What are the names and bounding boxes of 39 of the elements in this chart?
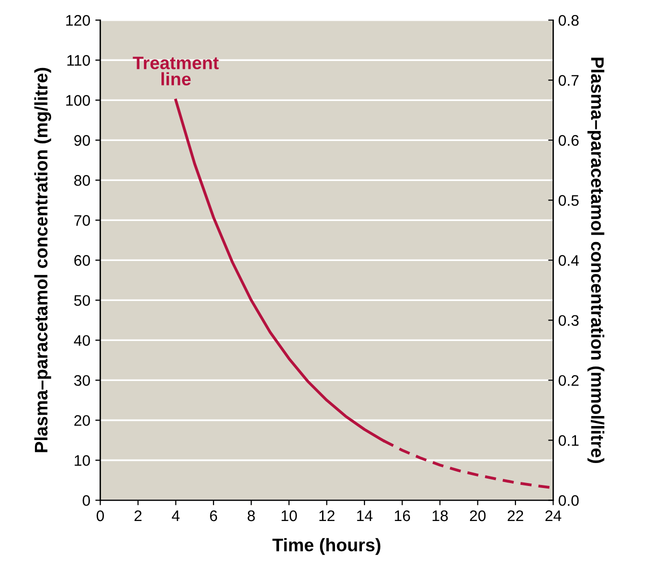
y-tick-label: 100 [66,95,90,106]
y-tick-label: 40 [74,335,90,346]
y-tick-label: 80 [74,175,90,186]
y2-tick-label: 0.4 [558,255,579,266]
x-tick-label: 12 [319,510,334,522]
x-tick-label: 22 [508,510,524,522]
y-tick-label: 60 [74,255,90,266]
y2-axis-title: Plasma–paracetamol concentration (mmol/litre) [587,58,604,463]
x-tick-label: 24 [545,510,562,522]
x-tick-label: 0 [96,510,104,522]
x-tick-label: 4 [172,510,180,522]
x-tick-label: 16 [394,510,410,522]
y-tick-label: 90 [74,135,90,146]
y2-tick-label: 0.3 [558,315,579,326]
y-tick-label: 0 [82,495,90,506]
y2-tick-label: 0.2 [558,375,579,386]
y-tick-label: 20 [74,415,90,426]
y-axis-title: Plasma–paracetamol concentration (mg/litre) [34,68,52,452]
x-tick-label: 6 [210,510,218,522]
y-tick-label: 10 [74,455,90,466]
y-tick-label: 120 [66,14,90,26]
y-tick-label: 70 [74,215,90,226]
y2-tick-label: 0.0 [558,495,579,506]
y-tick-label: 30 [74,375,90,386]
y2-tick-label: 0.7 [558,75,579,86]
y2-tick-label: 0.6 [558,135,579,146]
x-tick-label: 2 [134,510,142,522]
y2-tick-label: 0.8 [558,14,579,26]
y-tick-label: 110 [67,55,90,66]
y2-tick-label: 0.1 [558,435,579,446]
y-tick-label: 50 [74,295,90,306]
y2-tick-label: 0.5 [558,195,579,206]
annotation: Treatment line [132,56,219,86]
x-tick-label: 14 [357,510,373,522]
x-tick-label: 18 [432,510,448,522]
x-tick-label: 10 [282,510,297,522]
x-axis-title: Time (hours) [272,538,380,555]
x-tick-label: 20 [470,510,486,522]
x-tick-label: 8 [248,510,255,522]
